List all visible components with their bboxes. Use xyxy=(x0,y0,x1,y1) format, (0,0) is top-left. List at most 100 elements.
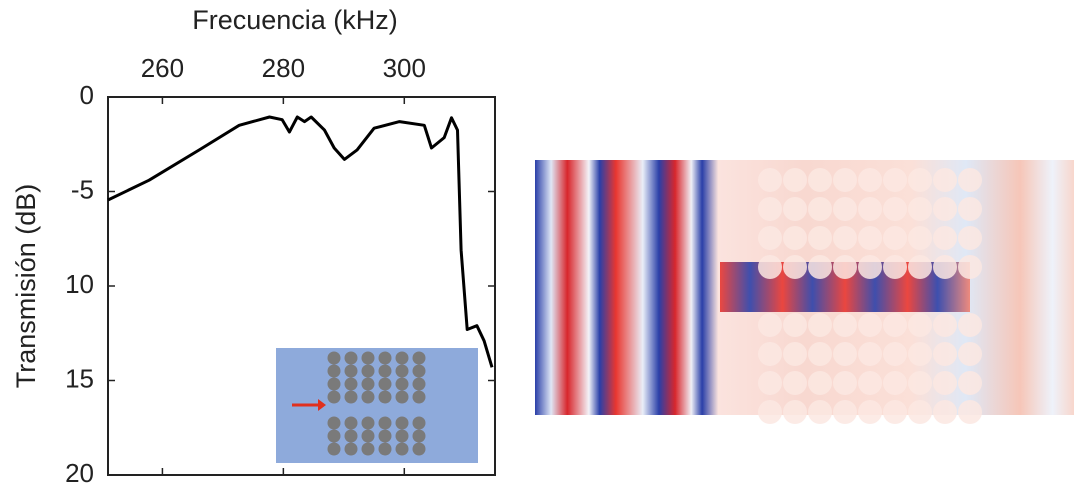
hole xyxy=(858,255,882,279)
hole xyxy=(833,226,857,250)
hole xyxy=(758,197,782,221)
y-tick-label: 0 xyxy=(80,80,94,110)
hole xyxy=(783,168,807,192)
scatterer xyxy=(379,443,392,456)
scatterer xyxy=(379,365,392,378)
scatterer xyxy=(396,352,409,365)
hole xyxy=(808,342,832,366)
hole xyxy=(808,168,832,192)
hole xyxy=(833,168,857,192)
hole xyxy=(858,313,882,337)
hole xyxy=(808,371,832,395)
hole xyxy=(908,226,932,250)
hole xyxy=(758,342,782,366)
inset xyxy=(276,348,478,463)
y-tick-label: -5 xyxy=(71,174,94,204)
scatterer xyxy=(396,430,409,443)
scatterer xyxy=(345,417,358,430)
hole xyxy=(808,226,832,250)
hole xyxy=(908,313,932,337)
scatterer xyxy=(345,443,358,456)
y-tick-label: 10 xyxy=(65,269,94,299)
hole xyxy=(883,226,907,250)
scatterer xyxy=(413,391,426,404)
field-map xyxy=(535,160,1074,424)
hole xyxy=(933,255,957,279)
hole xyxy=(908,400,932,424)
hole xyxy=(908,255,932,279)
scatterer xyxy=(379,417,392,430)
scatterer xyxy=(328,417,341,430)
scatterer xyxy=(362,352,375,365)
hole xyxy=(858,342,882,366)
scatterer xyxy=(413,443,426,456)
hole xyxy=(833,400,857,424)
hole xyxy=(758,400,782,424)
scatterer xyxy=(328,443,341,456)
hole xyxy=(783,400,807,424)
y-tick-label: 20 xyxy=(65,458,94,488)
scatterer xyxy=(345,430,358,443)
hole xyxy=(758,371,782,395)
hole xyxy=(908,342,932,366)
hole xyxy=(808,197,832,221)
hole xyxy=(758,168,782,192)
hole xyxy=(808,313,832,337)
hole xyxy=(958,342,982,366)
x-tick-label: 280 xyxy=(262,53,305,83)
scatterer xyxy=(379,352,392,365)
hole xyxy=(858,197,882,221)
hole xyxy=(833,342,857,366)
figure: Frecuencia (kHz) Transmisión (dB) 260280… xyxy=(0,0,1074,493)
hole xyxy=(783,342,807,366)
hole xyxy=(883,313,907,337)
x-tick-label: 300 xyxy=(383,53,426,83)
scatterer xyxy=(328,365,341,378)
hole xyxy=(933,342,957,366)
hole xyxy=(808,255,832,279)
hole xyxy=(958,400,982,424)
hole xyxy=(858,226,882,250)
hole xyxy=(783,226,807,250)
scatterer xyxy=(396,443,409,456)
hole xyxy=(783,371,807,395)
scatterer xyxy=(328,391,341,404)
hole xyxy=(958,255,982,279)
hole xyxy=(833,371,857,395)
scatterer xyxy=(413,417,426,430)
hole xyxy=(883,197,907,221)
hole xyxy=(858,400,882,424)
scatterer xyxy=(328,352,341,365)
scatterer xyxy=(362,391,375,404)
hole xyxy=(833,197,857,221)
hole xyxy=(783,197,807,221)
hole xyxy=(808,400,832,424)
scatterer xyxy=(379,430,392,443)
scatterer xyxy=(413,378,426,391)
hole xyxy=(933,400,957,424)
hole xyxy=(933,197,957,221)
hole xyxy=(883,168,907,192)
hole xyxy=(933,313,957,337)
hole xyxy=(908,168,932,192)
hole xyxy=(883,342,907,366)
hole xyxy=(958,168,982,192)
x-axis-label: Frecuencia (kHz) xyxy=(192,5,398,35)
hole xyxy=(958,197,982,221)
hole xyxy=(858,371,882,395)
hole xyxy=(958,313,982,337)
transmission-line xyxy=(108,117,492,367)
hole xyxy=(833,313,857,337)
hole xyxy=(783,255,807,279)
scatterer xyxy=(328,378,341,391)
scatterer xyxy=(362,417,375,430)
scatterer xyxy=(413,352,426,365)
hole xyxy=(933,226,957,250)
hole xyxy=(783,313,807,337)
hole xyxy=(758,313,782,337)
scatterer xyxy=(362,365,375,378)
scatterer xyxy=(328,430,341,443)
hole xyxy=(833,255,857,279)
scatterer xyxy=(396,365,409,378)
hole xyxy=(758,255,782,279)
